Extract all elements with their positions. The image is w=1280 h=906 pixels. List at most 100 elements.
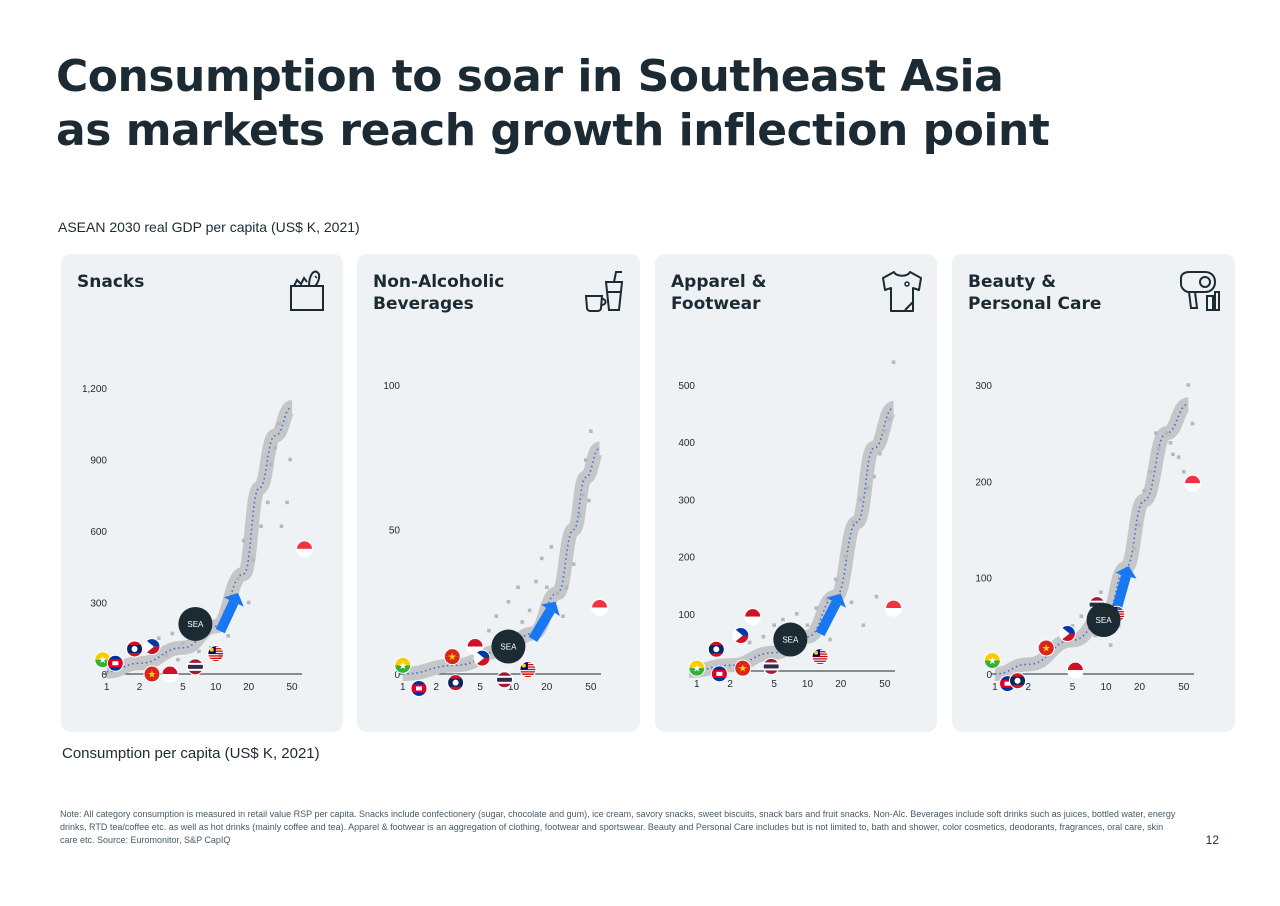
scatter-point xyxy=(843,554,848,559)
x-tick-label: 20 xyxy=(541,682,553,693)
y-tick-label: 200 xyxy=(975,477,992,488)
scatter-point xyxy=(814,606,819,610)
panel-title: Beauty & Personal Care xyxy=(968,271,1101,315)
scatter-point xyxy=(506,599,511,604)
sea-label: SEA xyxy=(782,636,799,645)
scatter-point xyxy=(539,556,544,561)
scatter-point xyxy=(251,557,255,562)
flag-malaysia xyxy=(519,661,537,679)
flag-cambodia xyxy=(106,654,124,672)
scatter-point xyxy=(861,623,866,628)
scatter-point xyxy=(578,513,582,517)
flag-singapore xyxy=(295,540,313,558)
growth-arrow-head xyxy=(1115,566,1137,579)
y-tick-label: 50 xyxy=(389,526,401,537)
scatter-point xyxy=(164,653,168,657)
y-tick-label: 100 xyxy=(678,610,695,621)
x-tick-label: 50 xyxy=(1178,682,1190,693)
scatter-point xyxy=(1137,522,1142,527)
scatter-point xyxy=(1108,643,1113,647)
scatter-point xyxy=(583,458,588,462)
panel-title-line-1: Non-Alcoholic xyxy=(373,272,505,292)
flag-myanmar: ★ xyxy=(688,659,706,677)
scatter-point xyxy=(1171,452,1175,457)
flag-philippines xyxy=(473,649,491,667)
growth-arrow-head xyxy=(540,601,560,616)
growth-arrow-head xyxy=(826,593,846,608)
scatter-point xyxy=(1157,445,1161,450)
footnote: Note: All category consumption is measur… xyxy=(60,809,1176,845)
x-tick-label: 5 xyxy=(1070,682,1076,693)
flag-vietnam: ★ xyxy=(734,659,752,677)
flag-singapore xyxy=(591,599,609,617)
scatter-point xyxy=(544,585,549,590)
flag-myanmar: ★ xyxy=(394,656,412,674)
scatter-point xyxy=(1168,441,1173,445)
x-tick-label: 1 xyxy=(992,682,998,693)
svg-text:★: ★ xyxy=(448,652,457,663)
scatter-point xyxy=(197,649,201,654)
scatter-point xyxy=(269,462,273,467)
flag-malaysia xyxy=(811,648,829,666)
sea-bubble xyxy=(1086,603,1121,638)
flag-thailand xyxy=(186,658,204,676)
scatter-point xyxy=(1164,431,1169,435)
scatter-point xyxy=(176,657,180,662)
x-tick-label: 1 xyxy=(694,679,700,690)
y-tick-label: 0 xyxy=(986,670,992,681)
scatter-point xyxy=(874,594,879,599)
flag-laos xyxy=(447,674,465,692)
flag-malaysia xyxy=(207,645,225,663)
y-axis-label: ASEAN 2030 real GDP per capita (US$ K, 2… xyxy=(58,219,360,235)
y-tick-label: 1,200 xyxy=(82,384,107,395)
scatter-point xyxy=(828,637,832,642)
chart-plot: 0 100 200 300 1 2 5 10 20 50 ★ ★ SEA xyxy=(975,381,1202,693)
growth-arrow-head xyxy=(223,592,244,607)
svg-text:★: ★ xyxy=(988,656,997,667)
panel-title: Snacks xyxy=(77,271,144,293)
scatter-point xyxy=(571,562,576,566)
y-tick-label: 100 xyxy=(975,574,992,585)
scatter-point xyxy=(865,486,870,490)
scatter-point xyxy=(858,497,863,502)
scatter-point xyxy=(772,623,776,628)
panel-title: Apparel & Footwear xyxy=(671,271,766,315)
flag-indonesia xyxy=(744,608,762,626)
panel-title: Non-Alcoholic Beverages xyxy=(373,271,504,315)
y-tick-label: 500 xyxy=(678,381,695,392)
trend-line xyxy=(994,403,1189,675)
flag-singapore xyxy=(1184,474,1202,492)
flag-myanmar: ★ xyxy=(983,652,1001,670)
x-axis-label: Consumption per capita (US$ K, 2021) xyxy=(62,745,320,762)
x-tick-label: 1 xyxy=(104,682,110,693)
x-tick-label: 10 xyxy=(802,679,814,690)
x-tick-label: 10 xyxy=(508,682,520,693)
flag-philippines xyxy=(143,638,161,656)
scatter-point xyxy=(494,614,499,618)
scatter-point xyxy=(226,634,231,638)
sea-bubble xyxy=(178,606,213,641)
scatter-point xyxy=(877,451,882,456)
y-tick-label: 0 xyxy=(394,670,400,681)
scatter-point xyxy=(241,538,246,543)
growth-arrow xyxy=(815,600,841,637)
x-tick-label: 10 xyxy=(1100,682,1112,693)
scatter-point xyxy=(1176,455,1181,460)
scatter-point xyxy=(561,614,565,618)
scatter-point xyxy=(891,360,896,364)
flag-cambodia xyxy=(710,665,728,683)
scatter-point xyxy=(156,636,161,641)
scatter-point xyxy=(883,428,887,433)
scatter-point xyxy=(825,597,829,602)
chart-panel-snacks: Snacks 0 300 600 900 1,200 1 2 5 10 20 50 ★ ★ SEA xyxy=(61,254,343,732)
scatter-point xyxy=(277,421,281,426)
svg-text:★: ★ xyxy=(147,670,156,681)
flag-cambodia xyxy=(410,679,428,697)
scatter-point xyxy=(285,500,289,505)
tshirt-icon xyxy=(882,271,922,312)
panel-title-line: Snacks xyxy=(77,272,145,292)
scatter-point xyxy=(1132,546,1137,551)
scatter-point xyxy=(564,585,569,590)
scatter-point xyxy=(1093,633,1098,638)
scatter-point xyxy=(747,640,752,645)
